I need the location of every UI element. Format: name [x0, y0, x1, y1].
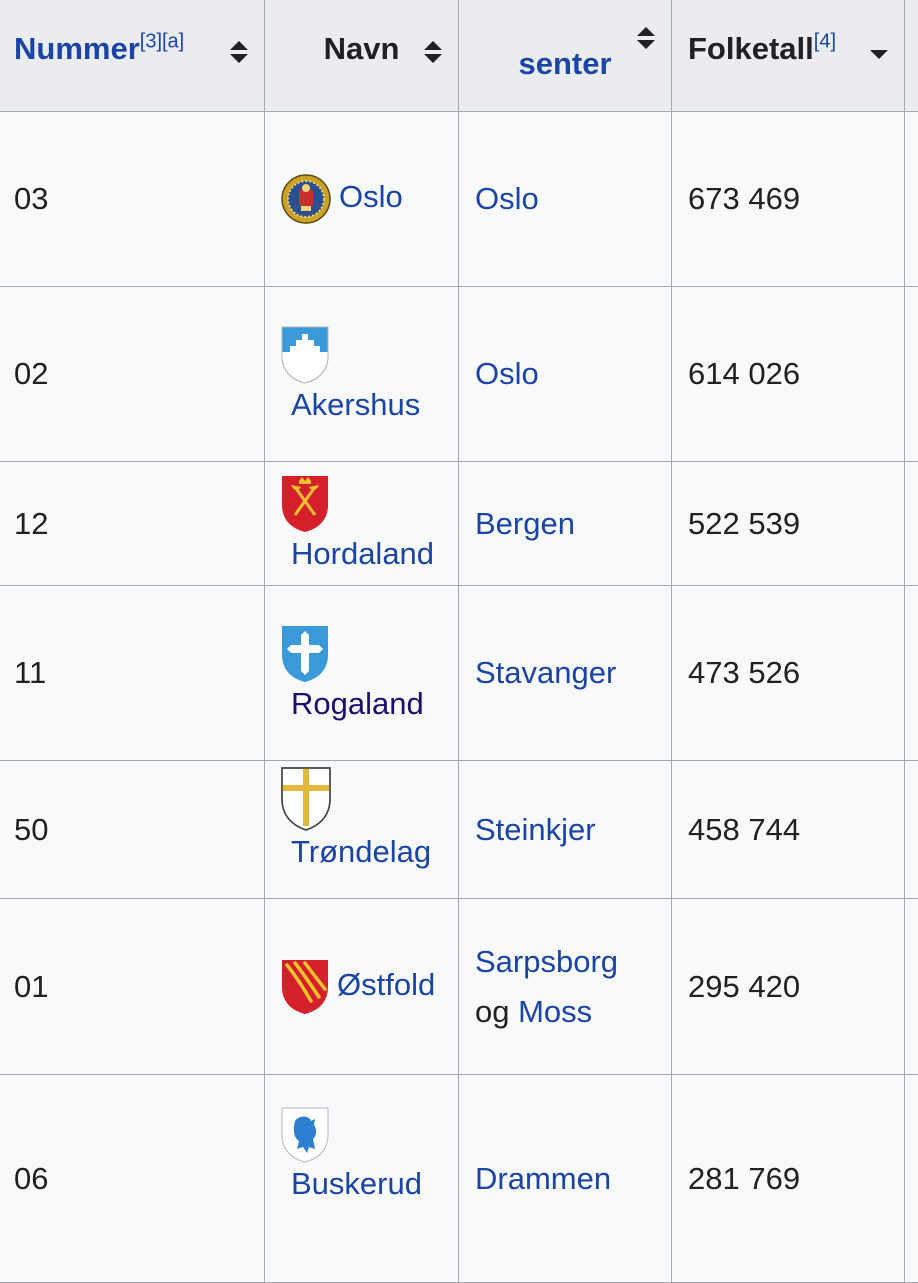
- extra-cell: [905, 112, 918, 287]
- county-name-cell: Hordaland: [265, 462, 459, 586]
- admin-center-link[interactable]: Sarpsborg: [475, 944, 618, 979]
- county-name-cell: Oslo: [265, 112, 459, 287]
- table-row: 12 Hordaland Bergen 522 539: [0, 462, 918, 586]
- header-number-label: Nummer: [14, 31, 140, 66]
- header-number[interactable]: Nummer[3][a]: [0, 0, 265, 112]
- sort-desc-icon[interactable]: [870, 41, 888, 63]
- extra-cell: [905, 899, 918, 1075]
- header-number-refs[interactable]: [3][a]: [140, 31, 184, 53]
- extra-cell: [905, 1075, 918, 1283]
- admin-center-link[interactable]: Oslo: [475, 356, 539, 391]
- table-row: 11 Rogaland Stavanger 473 526: [0, 586, 918, 761]
- admin-center-conjunction: og: [475, 994, 509, 1029]
- admin-center-link[interactable]: Moss: [518, 994, 592, 1029]
- admin-center-link[interactable]: Stavanger: [475, 655, 616, 690]
- county-name-link[interactable]: Hordaland: [281, 537, 442, 571]
- county-number: 12: [0, 462, 265, 586]
- admin-center-cell: Drammen: [459, 1075, 672, 1283]
- rogaland-shield-icon[interactable]: [281, 625, 442, 683]
- oslo-seal-icon[interactable]: [281, 168, 331, 230]
- hordaland-shield-icon[interactable]: [281, 475, 442, 533]
- county-number: 03: [0, 112, 265, 287]
- population: 281 769: [672, 1075, 905, 1283]
- extra-cell: [905, 761, 918, 899]
- county-name-cell: Rogaland: [265, 586, 459, 761]
- county-name-cell: Buskerud: [265, 1075, 459, 1283]
- county-name-cell: Østfold: [265, 899, 459, 1075]
- admin-center-cell: Oslo: [459, 112, 672, 287]
- population: 522 539: [672, 462, 905, 586]
- header-center[interactable]: senter: [459, 0, 672, 112]
- population: 673 469: [672, 112, 905, 287]
- akershus-shield-icon[interactable]: [281, 326, 442, 384]
- trondelag-shield-icon[interactable]: [281, 767, 442, 831]
- header-population-label: Folketall: [688, 31, 814, 66]
- population: 295 420: [672, 899, 905, 1075]
- table-row: 03 Oslo Oslo 673 469: [0, 112, 918, 287]
- county-name-link[interactable]: Trøndelag: [281, 835, 442, 869]
- county-number: 11: [0, 586, 265, 761]
- population: 473 526: [672, 586, 905, 761]
- county-name-cell: Akershus: [265, 287, 459, 462]
- county-name-link[interactable]: Rogaland: [281, 687, 442, 721]
- header-row: Nummer[3][a] Navn senter Folketall[4]: [0, 0, 918, 112]
- buskerud-shield-icon[interactable]: [281, 1107, 442, 1163]
- admin-center-cell: Sarpsborg og Moss: [459, 899, 672, 1075]
- extra-cell: [905, 462, 918, 586]
- admin-center-cell: Stavanger: [459, 586, 672, 761]
- header-center-label[interactable]: senter: [518, 46, 611, 81]
- table-row: 02 Akershus Oslo 614 026: [0, 287, 918, 462]
- ostfold-shield-icon[interactable]: [281, 959, 329, 1015]
- table-row: 50 Trøndelag Steinkjer 458 744: [0, 761, 918, 899]
- admin-center-cell: Oslo: [459, 287, 672, 462]
- sort-icon[interactable]: [230, 41, 248, 63]
- header-population-ref[interactable]: [4]: [814, 31, 836, 53]
- extra-cell: [905, 287, 918, 462]
- sort-icon[interactable]: [424, 41, 442, 63]
- county-name-link[interactable]: Akershus: [281, 388, 442, 422]
- admin-center-cell: Steinkjer: [459, 761, 672, 899]
- admin-center-link[interactable]: Oslo: [475, 181, 539, 216]
- header-population[interactable]: Folketall[4]: [672, 0, 905, 112]
- table-row: 01 Østfold Sarpsborg og Moss 295 420: [0, 899, 918, 1075]
- county-name-cell: Trøndelag: [265, 761, 459, 899]
- county-name-link[interactable]: Østfold: [337, 967, 435, 1002]
- sort-icon[interactable]: [637, 27, 655, 49]
- county-number: 50: [0, 761, 265, 899]
- admin-center-cell: Bergen: [459, 462, 672, 586]
- admin-center-link[interactable]: Bergen: [475, 506, 575, 541]
- population: 458 744: [672, 761, 905, 899]
- admin-center-link[interactable]: Steinkjer: [475, 812, 596, 847]
- admin-center-link[interactable]: Drammen: [475, 1161, 611, 1196]
- header-extra: [905, 0, 918, 112]
- county-number: 02: [0, 287, 265, 462]
- county-number: 01: [0, 899, 265, 1075]
- table-row: 06 Buskerud Drammen 281 769: [0, 1075, 918, 1283]
- county-number: 06: [0, 1075, 265, 1283]
- population: 614 026: [672, 287, 905, 462]
- county-name-link[interactable]: Buskerud: [281, 1167, 442, 1201]
- header-name[interactable]: Navn: [265, 0, 459, 112]
- county-name-link[interactable]: Oslo: [339, 179, 403, 214]
- extra-cell: [905, 586, 918, 761]
- header-name-label: Navn: [324, 31, 400, 66]
